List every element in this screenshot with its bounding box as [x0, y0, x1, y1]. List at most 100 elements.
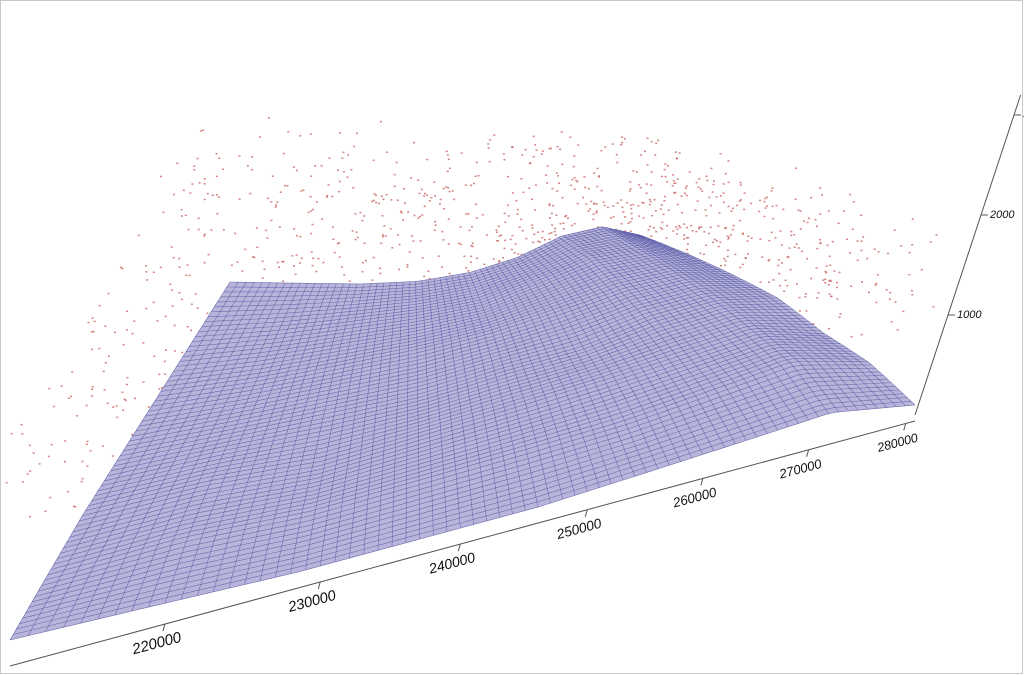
cloud-point — [470, 244, 473, 247]
mesh-line — [201, 243, 676, 327]
cloud-point — [5, 481, 8, 484]
cloud-point — [731, 228, 734, 231]
cloud-point — [347, 154, 350, 156]
cloud-point — [29, 470, 32, 472]
x-tick — [162, 623, 166, 632]
mesh-line — [543, 244, 704, 455]
cloud-point — [886, 252, 889, 255]
cloud-point — [666, 224, 669, 227]
cloud-point — [291, 255, 294, 257]
cloud-point — [203, 235, 206, 237]
cloud-point — [50, 443, 53, 446]
mesh-line — [207, 239, 668, 318]
cloud-point — [10, 432, 13, 435]
mesh-line — [533, 249, 681, 462]
cloud-point — [911, 294, 914, 296]
cloud-point — [447, 243, 450, 245]
cloud-point — [125, 383, 128, 386]
cloud-point — [615, 153, 618, 156]
cloud-point — [804, 296, 807, 298]
cloud-point — [778, 272, 781, 275]
cloud-point — [506, 175, 509, 178]
cloud-point — [67, 397, 70, 399]
cloud-point — [206, 192, 209, 195]
mesh-line — [220, 232, 652, 298]
cloud-point — [133, 397, 136, 400]
cloud-point — [719, 195, 722, 197]
cloud-point — [430, 197, 433, 199]
cloud-point — [309, 196, 312, 198]
cloud-point — [314, 165, 317, 167]
cloud-point — [683, 223, 686, 225]
cloud-point — [856, 240, 859, 242]
mesh-line — [502, 262, 612, 484]
mesh-line — [627, 231, 888, 408]
cloud-point — [685, 185, 688, 187]
cloud-point — [123, 398, 126, 401]
cloud-point — [678, 225, 681, 227]
cloud-point — [570, 184, 573, 187]
cloud-point — [700, 226, 703, 228]
cloud-point — [354, 213, 357, 215]
cloud-point — [522, 191, 525, 193]
cloud-point — [707, 232, 710, 235]
cloud-point — [502, 153, 505, 155]
cloud-point — [302, 189, 305, 192]
cloud-point — [562, 228, 565, 230]
cloud-point — [929, 241, 932, 243]
cloud-point — [661, 221, 664, 224]
cloud-point — [270, 219, 273, 222]
cloud-point — [504, 239, 507, 242]
cloud-point — [637, 205, 640, 207]
cloud-point — [71, 371, 74, 373]
cloud-point — [146, 279, 149, 281]
cloud-point — [643, 150, 646, 153]
cloud-point — [197, 217, 200, 220]
cloud-point — [397, 234, 400, 236]
cloud-point — [819, 242, 822, 245]
cloud-point — [839, 313, 842, 315]
z-tick-label: 2000 — [989, 209, 1015, 221]
cloud-point — [446, 170, 449, 173]
cloud-point — [300, 190, 303, 192]
cloud-point — [824, 281, 827, 284]
cloud-point — [164, 349, 167, 351]
cloud-point — [453, 198, 456, 201]
cloud-point — [147, 406, 150, 408]
cloud-point — [372, 199, 375, 202]
cloud-point — [797, 247, 800, 249]
cloud-point — [281, 280, 284, 283]
cloud-point — [487, 147, 490, 149]
cloud-point — [640, 154, 643, 156]
cloud-point — [380, 242, 383, 244]
mesh-line — [631, 232, 897, 407]
cloud-point — [663, 168, 666, 171]
cloud-point — [131, 433, 134, 436]
cloud-point — [158, 388, 161, 390]
cloud-point — [336, 242, 339, 245]
cloud-point — [571, 178, 574, 181]
cloud-point — [72, 505, 75, 508]
cloud-point — [395, 161, 398, 164]
cloud-point — [517, 253, 520, 255]
cloud-point — [356, 236, 359, 239]
cloud-point — [861, 281, 864, 283]
cloud-point — [623, 138, 626, 140]
cloud-point — [459, 226, 462, 228]
mesh-line — [474, 270, 551, 504]
cloud-point — [661, 228, 664, 230]
cloud-point — [516, 213, 519, 215]
cloud-point — [196, 307, 199, 309]
cloud-point — [793, 233, 796, 236]
cloud-point — [341, 157, 344, 159]
cloud-point — [645, 183, 648, 185]
cloud-point — [355, 231, 358, 233]
cloud-point — [827, 284, 830, 286]
mesh-line — [548, 242, 715, 452]
cloud-point — [185, 274, 188, 277]
cloud-point — [295, 254, 298, 256]
cloud-point — [685, 237, 688, 239]
mesh-line — [605, 227, 839, 413]
cloud-point — [671, 185, 674, 187]
cloud-point — [570, 224, 573, 227]
